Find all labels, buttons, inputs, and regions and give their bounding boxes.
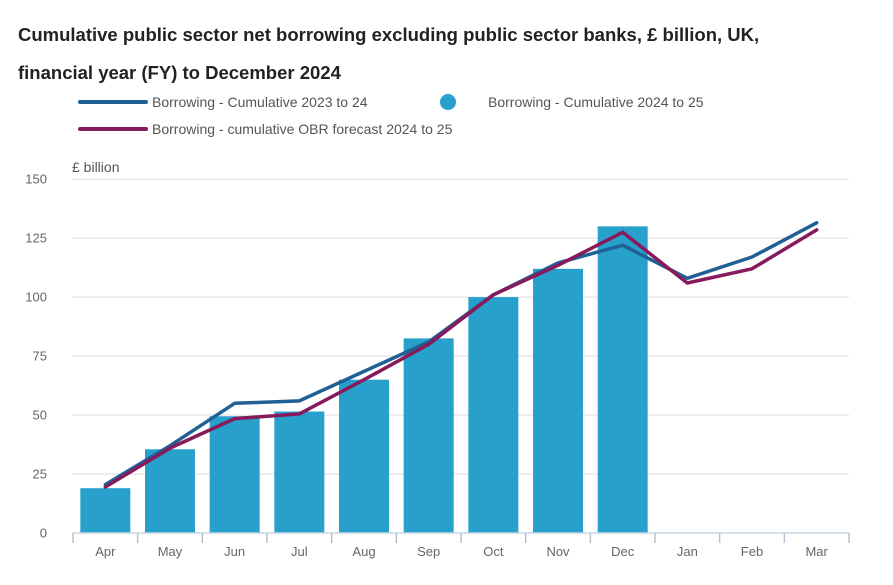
x-axis-month-label: Jun bbox=[224, 544, 245, 559]
bar-apr bbox=[80, 488, 131, 533]
y-axis-tick-label: 0 bbox=[40, 526, 47, 541]
bar-jul bbox=[274, 411, 325, 533]
legend-label: Borrowing - Cumulative 2023 to 24 bbox=[152, 94, 368, 110]
x-axis-month-label: Mar bbox=[805, 544, 828, 559]
bar-aug bbox=[339, 379, 389, 533]
x-axis-month-label: Feb bbox=[741, 544, 763, 559]
x-axis-month-label: Sep bbox=[417, 544, 440, 559]
legend-item-0: Borrowing - Cumulative 2023 to 24 bbox=[78, 93, 440, 111]
bar-jun bbox=[209, 416, 260, 533]
chart-legend: Borrowing - Cumulative 2023 to 24 Borrowi… bbox=[78, 93, 704, 138]
x-axis-month-label: Oct bbox=[483, 544, 504, 559]
legend-item-2: Borrowing - cumulative OBR forecast 2024… bbox=[78, 120, 452, 138]
x-axis-month-label: Apr bbox=[95, 544, 116, 559]
y-axis-tick-label: 125 bbox=[25, 231, 47, 246]
x-axis-month-label: May bbox=[158, 544, 183, 559]
line-obr-forecast-2024-25 bbox=[103, 228, 819, 489]
bar-nov bbox=[533, 268, 583, 533]
bar-may bbox=[145, 449, 195, 533]
legend-label: Borrowing - Cumulative 2024 to 25 bbox=[488, 94, 704, 110]
bar-oct bbox=[468, 297, 519, 533]
y-axis-tick-label: 100 bbox=[25, 290, 47, 305]
y-axis-unit-label: £ billion bbox=[72, 159, 119, 175]
y-axis-tick-label: 50 bbox=[33, 408, 47, 423]
bar-sep bbox=[403, 338, 454, 533]
y-axis-tick-label: 75 bbox=[33, 349, 47, 364]
legend-dot-swatch bbox=[440, 94, 456, 110]
legend-item-1: Borrowing - Cumulative 2024 to 25 bbox=[440, 93, 704, 111]
x-axis-month-label: Dec bbox=[611, 544, 635, 559]
x-axis-month-label: Aug bbox=[352, 544, 375, 559]
x-axis-month-label: Nov bbox=[546, 544, 570, 559]
y-axis-tick-label: 25 bbox=[33, 467, 47, 482]
y-axis-tick-label: 150 bbox=[25, 172, 47, 187]
legend-label: Borrowing - cumulative OBR forecast 2024… bbox=[152, 121, 453, 137]
chart-title: Cumulative public sector net borrowing e… bbox=[18, 24, 760, 84]
x-axis-month-label: Jul bbox=[291, 544, 308, 559]
x-axis-month-label: Jan bbox=[677, 544, 698, 559]
legend-line-swatch bbox=[78, 100, 148, 104]
bar-dec bbox=[597, 226, 648, 533]
legend-line-swatch bbox=[78, 127, 148, 131]
